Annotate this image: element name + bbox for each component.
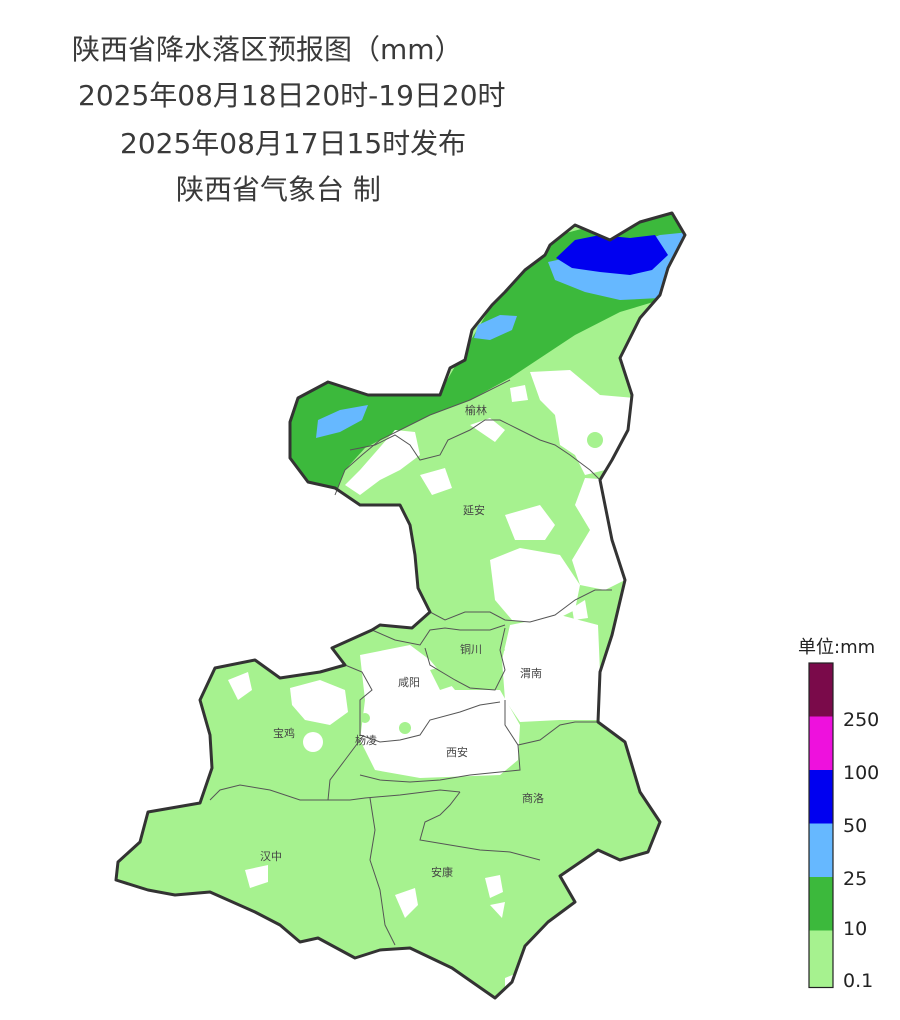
no-rain-areas [228,370,635,995]
legend-label-50: 50 [843,815,868,837]
legend-label-25: 25 [843,868,868,890]
city-label-yulin: 榆林 [465,403,487,417]
map-title: 陕西省降水落区预报图（mm） [72,33,463,66]
province-outline [114,211,687,1000]
legend-swatch-100-250 [809,716,833,770]
city-boundaries [209,379,612,946]
city-label-weinan: 渭南 [520,667,542,680]
legend-swatch-50-100 [809,770,833,824]
legend-label-10: 10 [843,918,868,940]
legend-swatch-10-25 [809,877,833,931]
city-label-ankang: 安康 [431,865,453,879]
city-label-yangling: 杨凌 [355,733,377,747]
precipitation-map: 榆林 延安 铜川 咸阳 渭南 宝鸡 杨凌 西安 商洛 汉中 安康 [114,211,687,1000]
legend-title: 单位:mm [798,637,876,658]
city-label-tongchuan: 铜川 [460,642,482,656]
issuer: 陕西省气象台 制 [176,173,381,206]
issue-time: 2025年08月17日15时发布 [120,127,467,160]
legend-swatch-0-1-10 [809,930,833,988]
legend-label-250: 250 [843,709,880,731]
legend-colorbar [808,662,834,989]
forecast-period: 2025年08月18日20时-19日20时 [78,79,506,112]
legend-label-0-1: 0.1 [843,970,874,992]
city-label-baoji: 宝鸡 [273,726,295,740]
city-label-xianyang: 咸阳 [398,676,420,689]
city-label-hanzhong: 汉中 [260,850,282,863]
rain-area-25-50-b [474,315,517,340]
city-label-xian: 西安 [446,745,468,759]
city-label-shangluo: 商洛 [522,791,544,805]
legend-swatch-over-250 [809,663,833,717]
legend-label-100: 100 [843,762,880,784]
legend-swatch-25-50 [809,823,833,877]
city-label-yanan: 延安 [463,503,485,517]
rain-area-50-100 [556,235,668,275]
rain-area-25-50-c [316,405,368,438]
